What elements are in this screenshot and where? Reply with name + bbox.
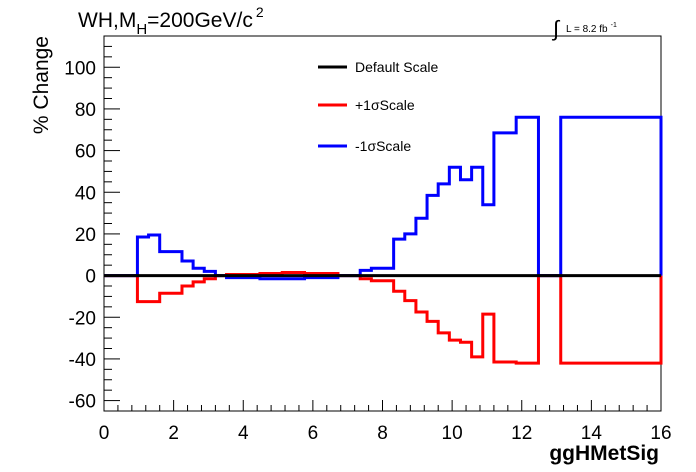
x-tick-label: 8 <box>377 423 388 444</box>
y-tick-label: 40 <box>75 183 96 204</box>
y-axis-label: % Change <box>30 36 53 134</box>
x-tick-label: 10 <box>442 423 463 444</box>
y-axis-ticks: -60 -40 -20 0 20 40 60 80 100 <box>64 35 120 413</box>
legend: Default Scale +1σScale -1σScale <box>318 59 438 154</box>
legend-label-default-scale: Default Scale <box>355 59 438 75</box>
x-tick-label: 0 <box>99 423 110 444</box>
luminosity-label: L = 8.2 fb -1 <box>566 22 617 35</box>
legend-label-plus-1sigma: +1σScale <box>355 97 415 113</box>
x-tick-label: 12 <box>511 423 532 444</box>
x-tick-label: 2 <box>168 423 179 444</box>
series-line-1 <box>104 270 663 365</box>
y-tick-label: 60 <box>75 142 96 163</box>
legend-label-minus-1sigma: -1σScale <box>355 138 411 154</box>
y-tick-label: -20 <box>69 308 96 329</box>
chart-title: WH,MH=200GeV/c 2 <box>78 4 264 38</box>
y-tick-label: 80 <box>75 100 96 121</box>
x-axis-label: ggHMetSig <box>549 442 659 465</box>
series-layer <box>104 115 663 365</box>
series-line-2 <box>104 115 663 281</box>
x-tick-label: 4 <box>238 423 249 444</box>
x-tick-label: 14 <box>581 423 603 444</box>
x-axis-ticks: 0 2 4 6 8 10 12 14 16 <box>99 400 672 444</box>
y-tick-label: 0 <box>85 267 96 288</box>
y-tick-label: 20 <box>75 225 96 246</box>
plot-frame <box>103 35 662 412</box>
integral-sign: ∫ <box>551 16 561 41</box>
y-tick-label: 100 <box>64 58 96 79</box>
y-tick-label: -60 <box>69 392 96 413</box>
x-tick-label: 6 <box>308 423 319 444</box>
x-tick-label: 16 <box>650 423 671 444</box>
y-tick-label: -40 <box>69 350 96 371</box>
